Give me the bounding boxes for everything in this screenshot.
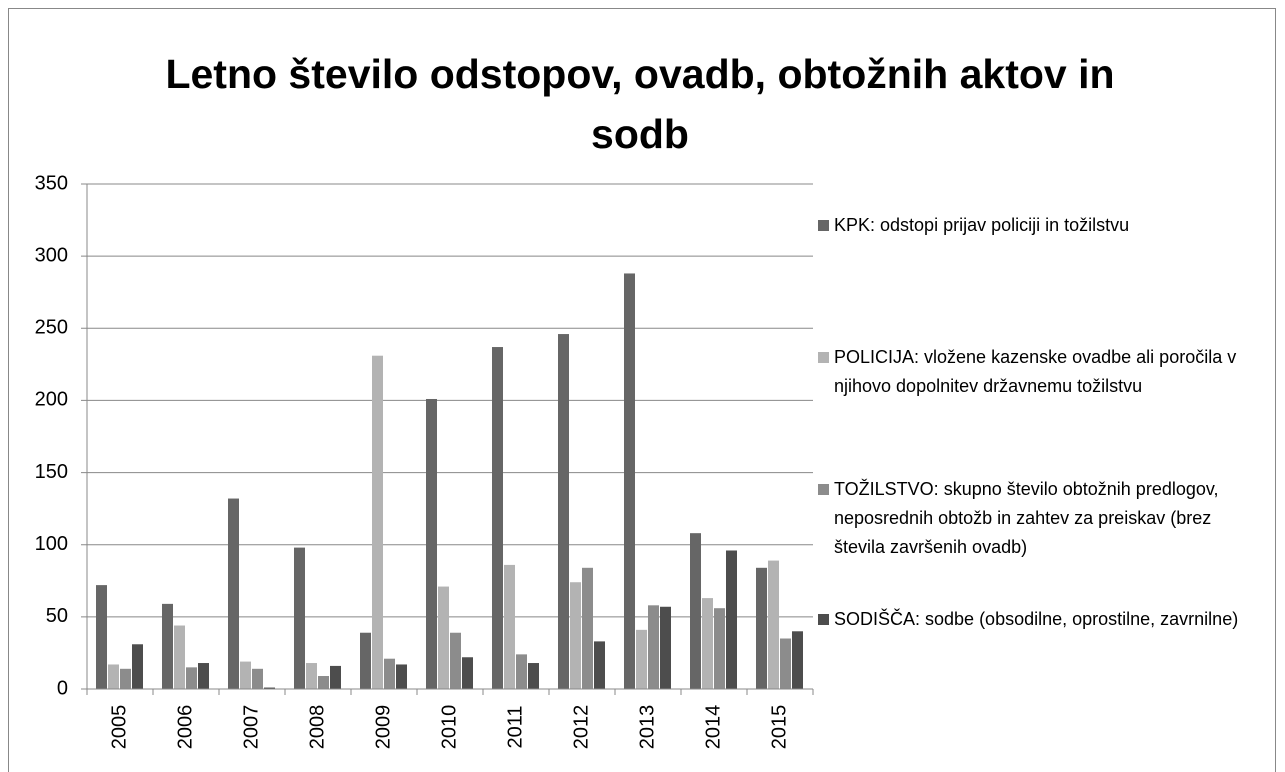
y-tick-label: 0 (57, 677, 68, 699)
bar (582, 567, 593, 689)
y-tick-label: 50 (46, 605, 68, 627)
bar (660, 606, 671, 689)
legend-swatch (818, 352, 829, 363)
bar (792, 631, 803, 689)
x-tick-label: 2010 (438, 705, 460, 750)
bar (756, 567, 767, 689)
bar (318, 676, 329, 689)
bar (132, 644, 143, 689)
bar (450, 632, 461, 689)
bar (594, 641, 605, 689)
bar (252, 668, 263, 689)
legend-item: SODIŠČA: sodbe (obsodilne, oprostilne, z… (818, 605, 1258, 634)
chart-frame (8, 8, 1276, 772)
legend-swatch (818, 614, 829, 625)
y-tick-label: 250 (35, 317, 68, 339)
bar (492, 347, 503, 689)
x-tick-label: 2013 (636, 705, 658, 750)
bar (120, 668, 131, 689)
bar (264, 687, 275, 689)
bar (648, 605, 659, 689)
x-tick-label: 2009 (372, 705, 394, 750)
y-tick-label: 150 (35, 461, 68, 483)
bar (240, 661, 251, 689)
x-tick-label: 2005 (108, 705, 130, 750)
bar (360, 632, 371, 689)
bar (690, 533, 701, 689)
bar (528, 663, 539, 689)
chart-title: Letno število odstopov, ovadb, obtožnih … (165, 51, 1115, 157)
x-tick-label: 2007 (240, 705, 262, 750)
bar (294, 547, 305, 689)
x-tick-label: 2015 (768, 705, 790, 750)
bar (768, 560, 779, 689)
bar (396, 664, 407, 689)
bar (372, 355, 383, 689)
bar (558, 334, 569, 689)
x-tick-label: 2012 (570, 705, 592, 750)
bar (714, 608, 725, 689)
bar (96, 585, 107, 689)
legend-swatch (818, 484, 829, 495)
legend-label: POLICIJA: vložene kazenske ovadbe ali po… (834, 347, 1237, 396)
x-tick-label: 2006 (174, 705, 196, 750)
bar (330, 665, 341, 689)
legend-label: KPK: odstopi prijav policiji in tožilstv… (834, 215, 1130, 235)
legend-label: TOŽILSTVO: skupno število obtožnih predl… (834, 479, 1219, 557)
bar (306, 663, 317, 689)
bar (780, 638, 791, 689)
bar (426, 398, 437, 689)
y-tick-label: 100 (35, 533, 68, 555)
bar (570, 582, 581, 689)
bar (186, 667, 197, 689)
legend-label: SODIŠČA: sodbe (obsodilne, oprostilne, z… (834, 609, 1239, 629)
y-tick-label: 350 (35, 172, 68, 194)
bar (462, 657, 473, 689)
x-tick-label: 2008 (306, 705, 328, 750)
bar (504, 564, 515, 689)
legend-item: TOŽILSTVO: skupno število obtožnih predl… (818, 475, 1258, 562)
legend-swatch (818, 220, 829, 231)
y-tick-label: 300 (35, 244, 68, 266)
x-tick-label: 2014 (702, 705, 724, 750)
bar (438, 586, 449, 689)
bar (702, 598, 713, 689)
legend-item: KPK: odstopi prijav policiji in tožilstv… (818, 211, 1258, 240)
bar (636, 629, 647, 689)
bar (174, 625, 185, 689)
bar (516, 654, 527, 689)
x-tick-label: 2011 (504, 705, 526, 748)
bar (624, 273, 635, 689)
legend-item: POLICIJA: vložene kazenske ovadbe ali po… (818, 343, 1258, 401)
bar (162, 603, 173, 689)
bar (108, 664, 119, 689)
bar (726, 550, 737, 689)
bar (384, 658, 395, 689)
bar (198, 663, 209, 689)
y-tick-label: 200 (35, 389, 68, 411)
bar (228, 498, 239, 689)
